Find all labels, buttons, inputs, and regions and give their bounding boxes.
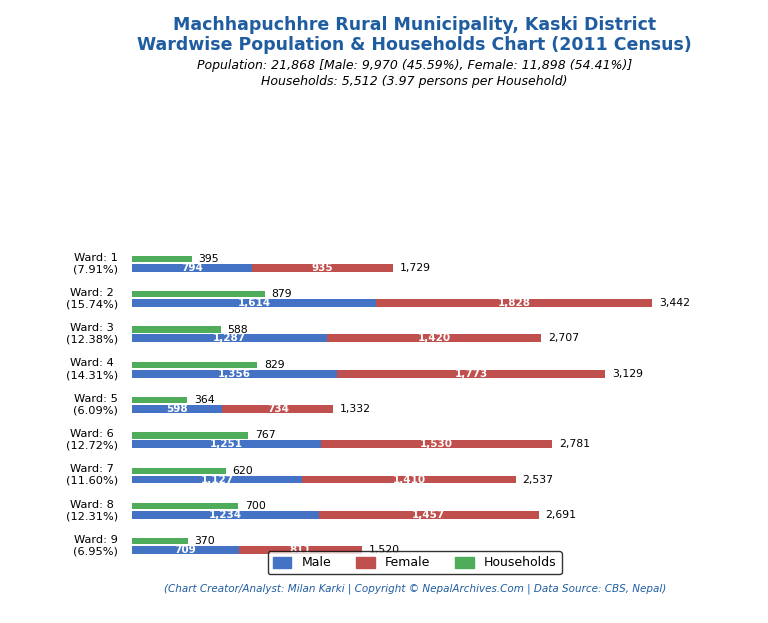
Text: Wardwise Population & Households Chart (2011 Census): Wardwise Population & Households Chart (… xyxy=(137,36,692,54)
Text: Ward: 9
(6.95%): Ward: 9 (6.95%) xyxy=(74,535,118,556)
Bar xyxy=(326,335,541,342)
Bar xyxy=(239,546,362,554)
Text: 620: 620 xyxy=(233,466,253,476)
Text: Ward: 6
(12.72%): Ward: 6 (12.72%) xyxy=(66,429,118,450)
Text: 1,234: 1,234 xyxy=(209,510,242,520)
Bar xyxy=(252,264,393,272)
Text: Households: 5,512 (3.97 persons per Household): Households: 5,512 (3.97 persons per Hous… xyxy=(261,75,568,88)
Text: 2,781: 2,781 xyxy=(559,439,591,449)
Text: 811: 811 xyxy=(290,545,311,555)
Text: 709: 709 xyxy=(174,545,197,555)
Bar xyxy=(132,326,221,333)
Bar xyxy=(132,256,192,262)
Bar xyxy=(132,467,226,474)
Text: (Chart Creator/Analyst: Milan Karki | Copyright © NepalArchives.Com | Data Sourc: (Chart Creator/Analyst: Milan Karki | Co… xyxy=(164,584,666,594)
Text: Machhapuchhre Rural Municipality, Kaski District: Machhapuchhre Rural Municipality, Kaski … xyxy=(173,16,657,34)
Text: Ward: 7
(11.60%): Ward: 7 (11.60%) xyxy=(66,464,118,486)
Legend: Male, Female, Households: Male, Female, Households xyxy=(268,551,561,574)
Text: 1,520: 1,520 xyxy=(369,545,399,555)
Bar xyxy=(337,370,605,378)
Text: Ward: 8
(12.31%): Ward: 8 (12.31%) xyxy=(66,500,118,521)
Text: Ward: 3
(12.38%): Ward: 3 (12.38%) xyxy=(66,323,118,345)
Text: 3,129: 3,129 xyxy=(612,369,643,379)
Text: 1,828: 1,828 xyxy=(498,298,531,308)
Text: Ward: 1
(7.91%): Ward: 1 (7.91%) xyxy=(73,252,118,274)
Text: 1,457: 1,457 xyxy=(412,510,445,520)
Bar xyxy=(132,440,321,448)
Text: 1,614: 1,614 xyxy=(237,298,270,308)
Text: 2,707: 2,707 xyxy=(548,333,579,343)
Bar xyxy=(321,440,552,448)
Text: 767: 767 xyxy=(255,430,276,440)
Bar xyxy=(132,370,337,378)
Text: 734: 734 xyxy=(266,404,289,414)
Bar xyxy=(223,405,333,413)
Bar xyxy=(132,264,252,272)
Bar xyxy=(132,291,265,297)
Text: 829: 829 xyxy=(264,360,285,370)
Text: 879: 879 xyxy=(272,289,293,299)
Text: Ward: 2
(15.74%): Ward: 2 (15.74%) xyxy=(66,288,118,310)
Text: Population: 21,868 [Male: 9,970 (45.59%), Female: 11,898 (54.41%)]: Population: 21,868 [Male: 9,970 (45.59%)… xyxy=(197,59,632,72)
Text: 1,420: 1,420 xyxy=(417,333,451,343)
Text: 364: 364 xyxy=(194,395,214,405)
Text: 1,127: 1,127 xyxy=(200,475,233,485)
Bar xyxy=(132,397,187,403)
Text: 2,537: 2,537 xyxy=(522,475,554,485)
Text: 395: 395 xyxy=(198,254,219,264)
Text: 1,356: 1,356 xyxy=(218,369,251,379)
Text: 1,332: 1,332 xyxy=(340,404,371,414)
Bar xyxy=(132,405,223,413)
Bar xyxy=(132,299,376,307)
Text: 588: 588 xyxy=(227,325,248,335)
Text: 370: 370 xyxy=(195,536,216,546)
Text: 1,287: 1,287 xyxy=(213,333,246,343)
Text: 1,530: 1,530 xyxy=(420,439,453,449)
Text: Ward: 4
(14.31%): Ward: 4 (14.31%) xyxy=(66,358,118,380)
Text: 3,442: 3,442 xyxy=(659,298,690,308)
Text: 1,410: 1,410 xyxy=(392,475,425,485)
Bar xyxy=(132,503,238,509)
Bar xyxy=(376,299,653,307)
Text: 1,729: 1,729 xyxy=(400,263,431,273)
Text: 1,773: 1,773 xyxy=(455,369,488,379)
Bar xyxy=(132,432,248,439)
Bar xyxy=(303,475,515,483)
Bar xyxy=(132,475,303,483)
Text: 700: 700 xyxy=(244,501,266,511)
Bar xyxy=(132,362,257,368)
Text: 598: 598 xyxy=(167,404,188,414)
Bar xyxy=(132,511,319,519)
Text: 794: 794 xyxy=(181,263,203,273)
Bar xyxy=(319,511,539,519)
Bar xyxy=(132,546,239,554)
Bar xyxy=(132,538,188,545)
Text: 1,251: 1,251 xyxy=(210,439,243,449)
Text: 935: 935 xyxy=(312,263,333,273)
Bar xyxy=(132,335,326,342)
Text: 2,691: 2,691 xyxy=(546,510,577,520)
Text: Ward: 5
(6.09%): Ward: 5 (6.09%) xyxy=(74,394,118,416)
